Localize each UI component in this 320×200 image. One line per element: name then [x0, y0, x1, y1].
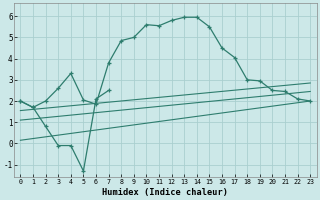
- X-axis label: Humidex (Indice chaleur): Humidex (Indice chaleur): [102, 188, 228, 197]
